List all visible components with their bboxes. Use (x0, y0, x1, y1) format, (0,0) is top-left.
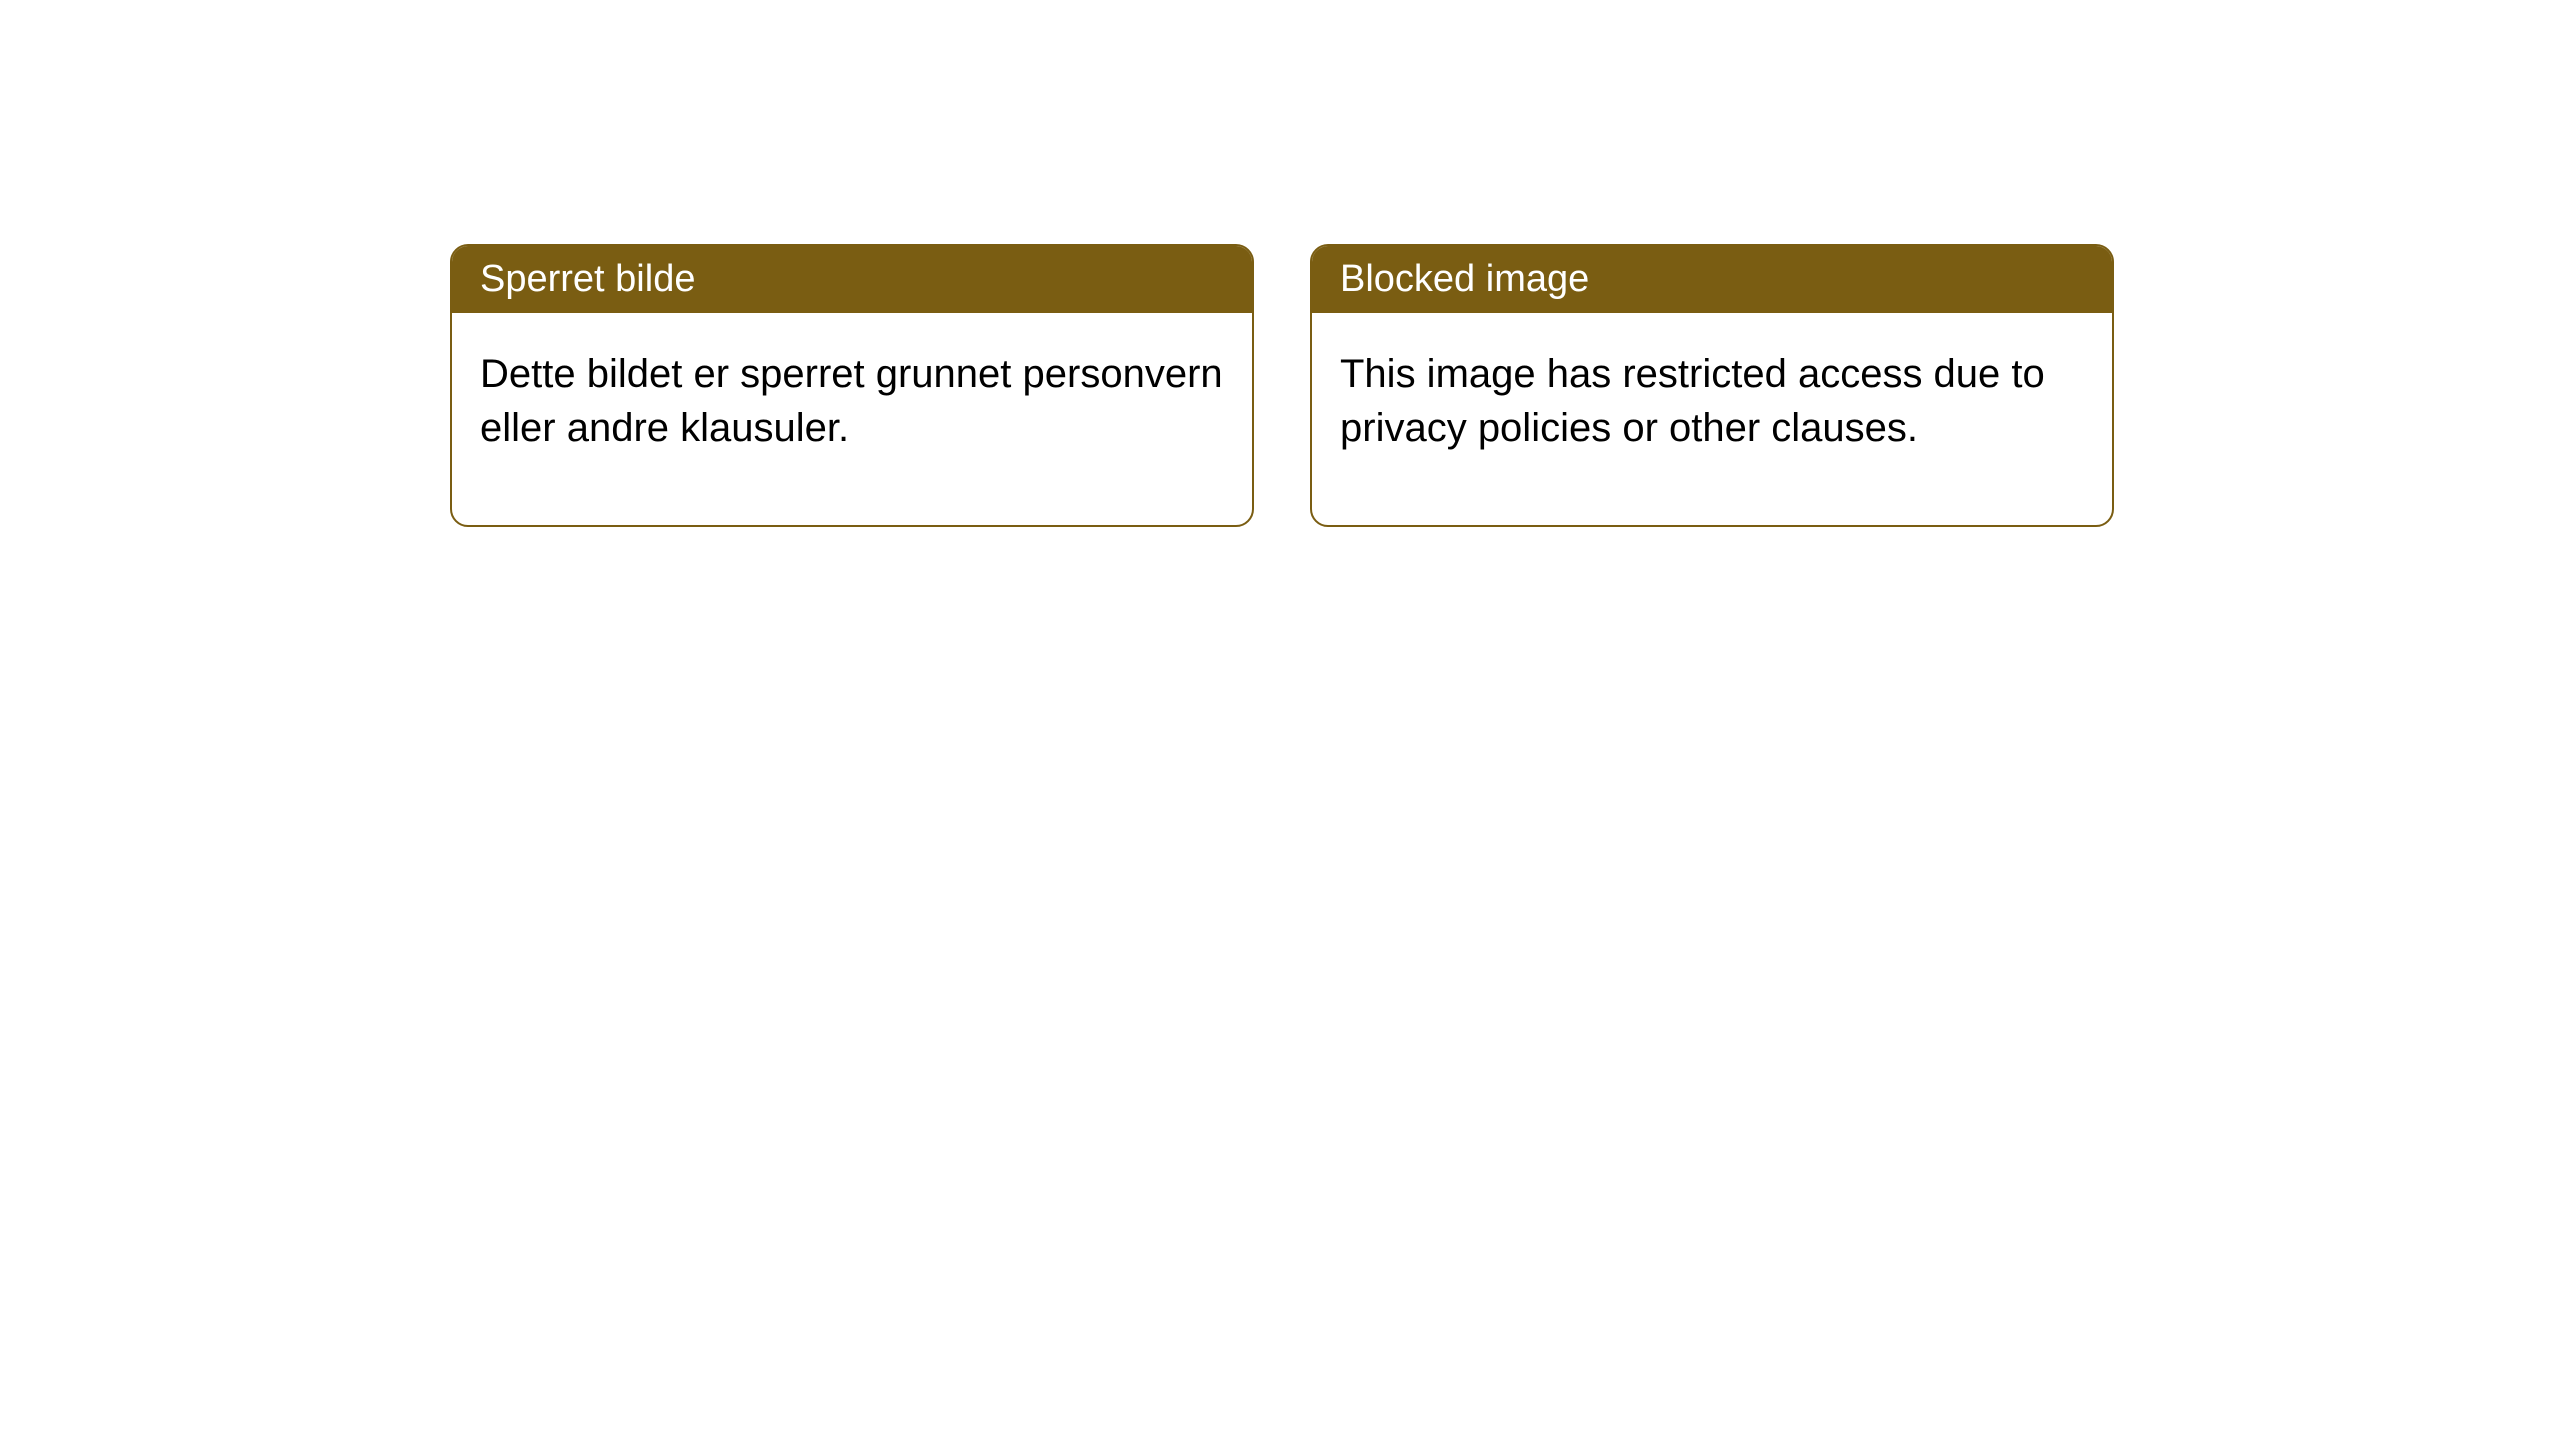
notice-box-english: Blocked image This image has restricted … (1310, 244, 2114, 527)
notice-body: Dette bildet er sperret grunnet personve… (452, 313, 1252, 525)
notice-body: This image has restricted access due to … (1312, 313, 2112, 525)
notice-box-norwegian: Sperret bilde Dette bildet er sperret gr… (450, 244, 1254, 527)
notice-header: Blocked image (1312, 246, 2112, 313)
notice-header: Sperret bilde (452, 246, 1252, 313)
notice-container: Sperret bilde Dette bildet er sperret gr… (450, 244, 2114, 527)
